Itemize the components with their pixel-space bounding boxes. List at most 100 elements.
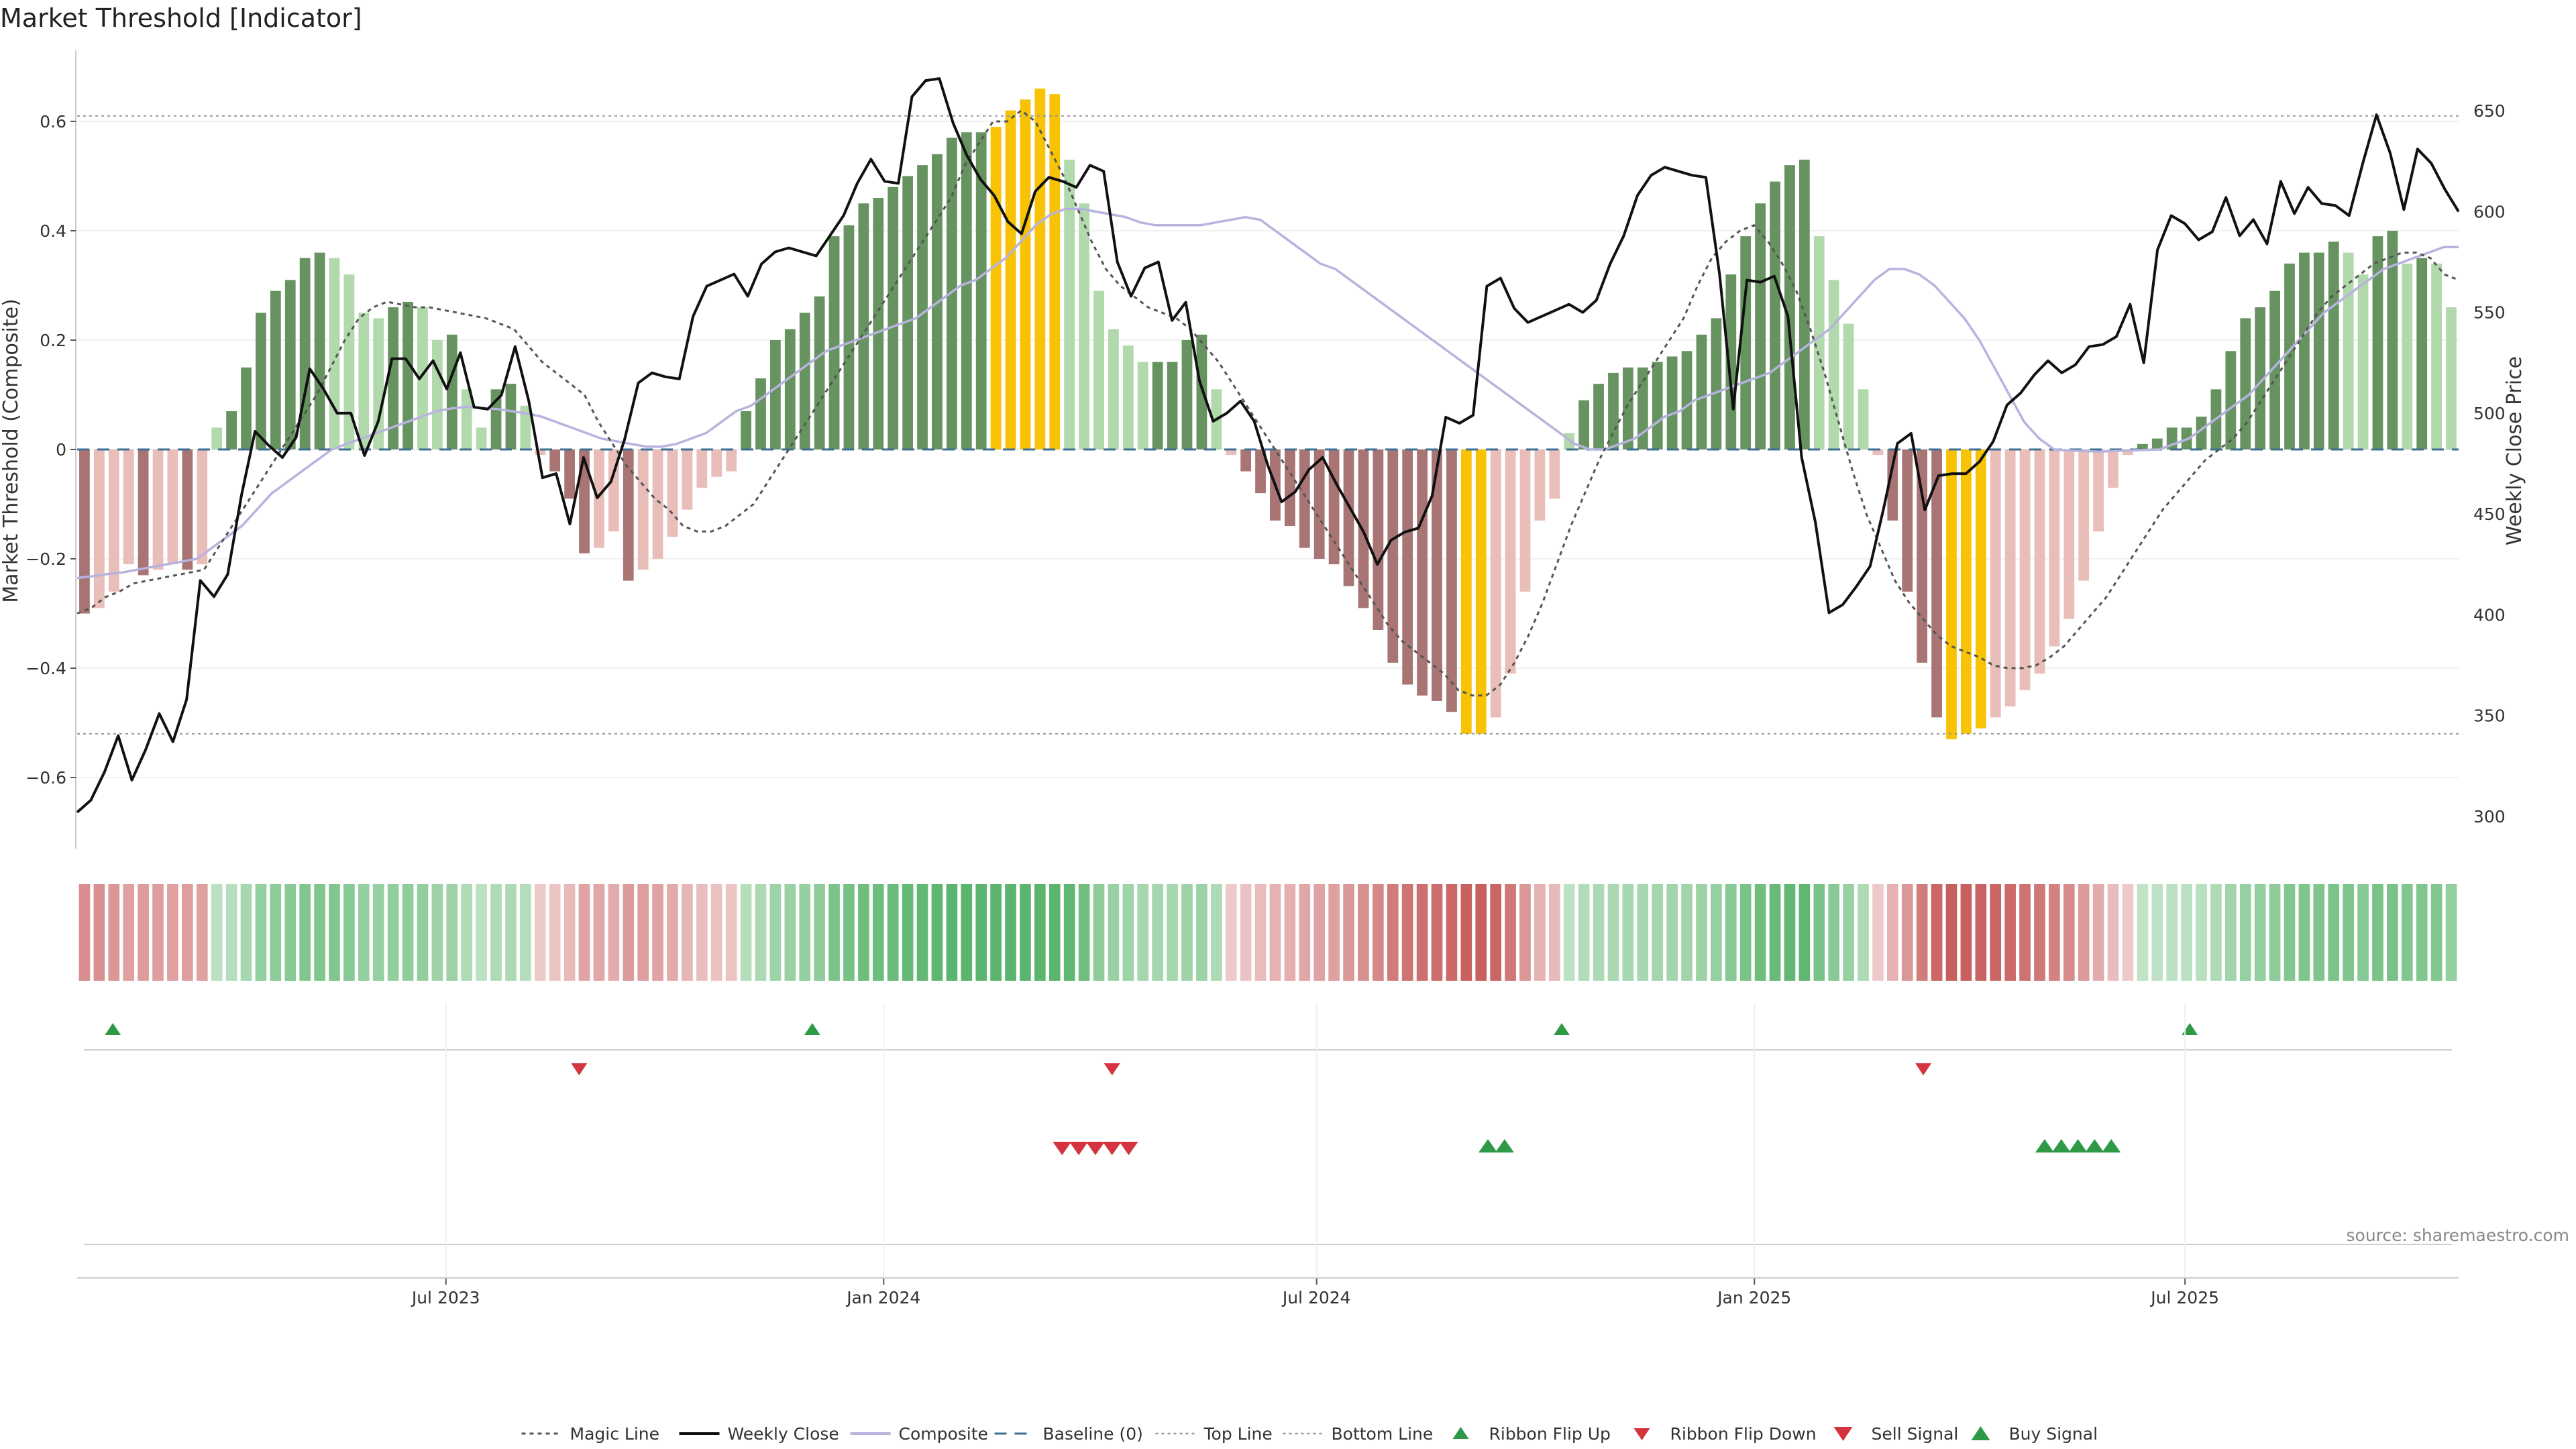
composite-bar	[2108, 449, 2118, 488]
composite-bar	[2328, 241, 2339, 449]
composite-bar	[1696, 334, 1707, 449]
ribbon-cell	[1593, 884, 1605, 981]
ribbon-cell	[2034, 884, 2045, 981]
buy-signal-marker	[2035, 1139, 2054, 1152]
sell-signal-marker	[1119, 1142, 1138, 1155]
ribbon-cell	[314, 884, 325, 981]
composite-bar	[1887, 449, 1898, 521]
composite-bar	[1828, 280, 1839, 449]
composite-bar	[2402, 263, 2413, 449]
ribbon-cell	[725, 884, 737, 981]
legend-item-bottom: Bottom Line	[1283, 1424, 1433, 1444]
legend-label: Baseline (0)	[1043, 1424, 1143, 1444]
ribbon-cell	[1637, 884, 1649, 981]
y2-tick-label: 500	[2473, 404, 2506, 423]
composite-bar	[1711, 318, 1722, 449]
composite-bar	[652, 449, 663, 559]
x-tick-label: Jan 2024	[845, 1288, 920, 1307]
ribbon-cell	[196, 884, 208, 981]
ribbon-cell	[240, 884, 252, 981]
ribbon-cell	[623, 884, 635, 981]
composite-bar	[975, 132, 987, 450]
ribbon-cell	[1093, 884, 1105, 981]
ribbon-cell	[1975, 884, 1987, 981]
ribbon-cell	[2019, 884, 2031, 981]
ribbon-cell	[505, 884, 517, 981]
ribbon-cell	[1622, 884, 1634, 981]
ribbon-cell	[799, 884, 811, 981]
composite-bar	[1813, 236, 1825, 449]
composite-bar	[2299, 252, 2310, 449]
ribbon-cell	[946, 884, 958, 981]
composite-bar	[828, 236, 840, 449]
ribbon-flip-up-marker	[804, 1023, 820, 1035]
ribbon-cell	[1872, 884, 1884, 981]
composite-bar	[1299, 449, 1310, 548]
composite-bar	[1755, 203, 1766, 449]
composite-bar	[1284, 449, 1295, 527]
ribbon-cell	[2401, 884, 2413, 981]
composite-bar	[2387, 230, 2398, 449]
composite-bar	[1313, 449, 1325, 559]
composite-bar	[2343, 252, 2354, 449]
legend-item-baseline: Baseline (0)	[994, 1424, 1143, 1444]
composite-bar	[608, 449, 619, 532]
ribbon-cell	[1387, 884, 1399, 981]
ribbon-cell	[2343, 884, 2354, 981]
composite-bar	[946, 138, 957, 450]
composite-bar	[299, 258, 311, 449]
legend-item-composite: Composite	[850, 1424, 988, 1444]
ribbon-cell	[1843, 884, 1854, 981]
y-tick-label: 0	[56, 440, 66, 460]
ribbon-cell	[755, 884, 767, 981]
ribbon-cell	[1666, 884, 1678, 981]
ribbon-cell	[1754, 884, 1766, 981]
composite-bar	[431, 339, 443, 449]
ribbon-cell	[211, 884, 223, 981]
composite-bar	[990, 127, 1002, 449]
composite-bar	[1784, 165, 1795, 450]
legend-item-close: Weekly Close	[679, 1424, 839, 1444]
composite-bar	[1446, 449, 1457, 712]
y2-tick-label: 300	[2473, 807, 2506, 826]
ribbon-cell	[1240, 884, 1252, 981]
ribbon-cell	[2298, 884, 2310, 981]
composite-bar	[241, 367, 252, 449]
ribbon-cell	[2284, 884, 2296, 981]
legend-label: Composite	[899, 1424, 988, 1444]
legend-label: Magic Line	[570, 1424, 660, 1444]
ribbon-cell	[78, 884, 91, 981]
ribbon-cell	[1269, 884, 1281, 981]
legend-label: Ribbon Flip Down	[1670, 1424, 1817, 1444]
composite-bar	[1020, 99, 1031, 449]
ribbon-cell	[490, 884, 502, 981]
composite-bar	[1490, 449, 1501, 718]
y-tick-label: −0.6	[25, 768, 66, 788]
composite-bar	[1872, 449, 1884, 455]
composite-bar	[446, 334, 458, 449]
ribbon-cell	[534, 884, 546, 981]
ribbon-cell	[1505, 884, 1516, 981]
legend-item-sell: Sell Signal	[1833, 1424, 1958, 1444]
y2-axis-label: Weekly Close Price	[2503, 356, 2526, 545]
composite-bar	[284, 280, 296, 449]
composite-bar	[123, 449, 134, 565]
ribbon-cell	[578, 884, 590, 981]
composite-bar	[1740, 236, 1752, 449]
composite-bar	[799, 313, 810, 449]
ribbon-cell	[476, 884, 487, 981]
composite-bar	[564, 449, 575, 499]
composite-bar	[167, 449, 178, 565]
ribbon-cell	[431, 884, 443, 981]
composite-bar	[1858, 389, 1869, 449]
legend-swatch-sell	[1833, 1427, 1853, 1441]
ribbon-cell	[2107, 884, 2119, 981]
composite-bar	[696, 449, 708, 488]
composite-bar	[1417, 449, 1428, 696]
composite-bar	[873, 198, 884, 449]
ribbon-cell	[1828, 884, 1839, 981]
composite-bar	[417, 307, 428, 449]
ribbon-cell	[1358, 884, 1369, 981]
composite-bar	[1961, 449, 1972, 734]
composite-bar	[1902, 449, 1913, 592]
